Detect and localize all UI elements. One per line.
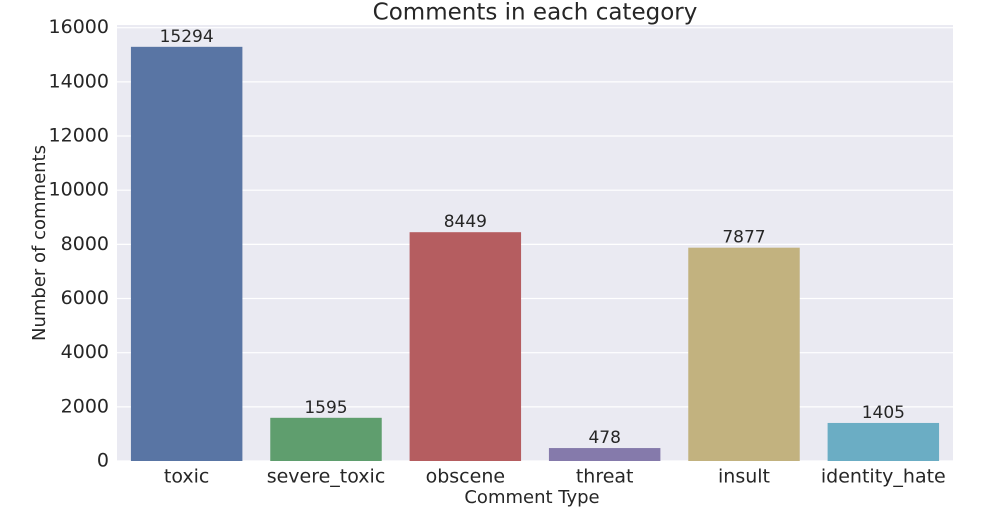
y-tick-label: 0 bbox=[97, 450, 109, 472]
value-label: 7877 bbox=[722, 228, 765, 248]
y-tick-label: 6000 bbox=[61, 287, 109, 309]
y-axis-label: Number of comments bbox=[29, 145, 50, 341]
bar bbox=[130, 46, 243, 461]
y-tick-label: 2000 bbox=[61, 395, 109, 417]
x-tick-label: severe_toxic bbox=[267, 466, 386, 488]
value-label: 1405 bbox=[862, 403, 905, 423]
bar bbox=[827, 422, 940, 461]
y-tick-label: 8000 bbox=[61, 233, 109, 255]
chart-title: Comments in each category bbox=[373, 0, 698, 26]
value-label: 15294 bbox=[160, 27, 214, 47]
x-tick-label: threat bbox=[576, 466, 634, 488]
x-tick-label: insult bbox=[718, 466, 770, 488]
x-axis-label: Comment Type bbox=[464, 487, 599, 508]
bar bbox=[270, 417, 382, 461]
x-tick-label: toxic bbox=[164, 466, 209, 488]
x-tick-label: identity_hate bbox=[821, 466, 946, 488]
plot-area bbox=[117, 25, 953, 461]
value-label: 1595 bbox=[304, 398, 347, 418]
y-tick-label: 12000 bbox=[49, 125, 109, 147]
x-tick-label: obscene bbox=[426, 466, 505, 488]
value-label: 478 bbox=[588, 428, 620, 448]
value-label: 8449 bbox=[444, 212, 487, 232]
y-tick-label: 10000 bbox=[49, 179, 109, 201]
bar bbox=[409, 232, 522, 461]
bar bbox=[548, 448, 661, 461]
bar bbox=[688, 247, 800, 461]
y-tick-label: 4000 bbox=[61, 341, 109, 363]
y-tick-label: 16000 bbox=[49, 16, 109, 38]
y-tick-label: 14000 bbox=[49, 70, 109, 92]
